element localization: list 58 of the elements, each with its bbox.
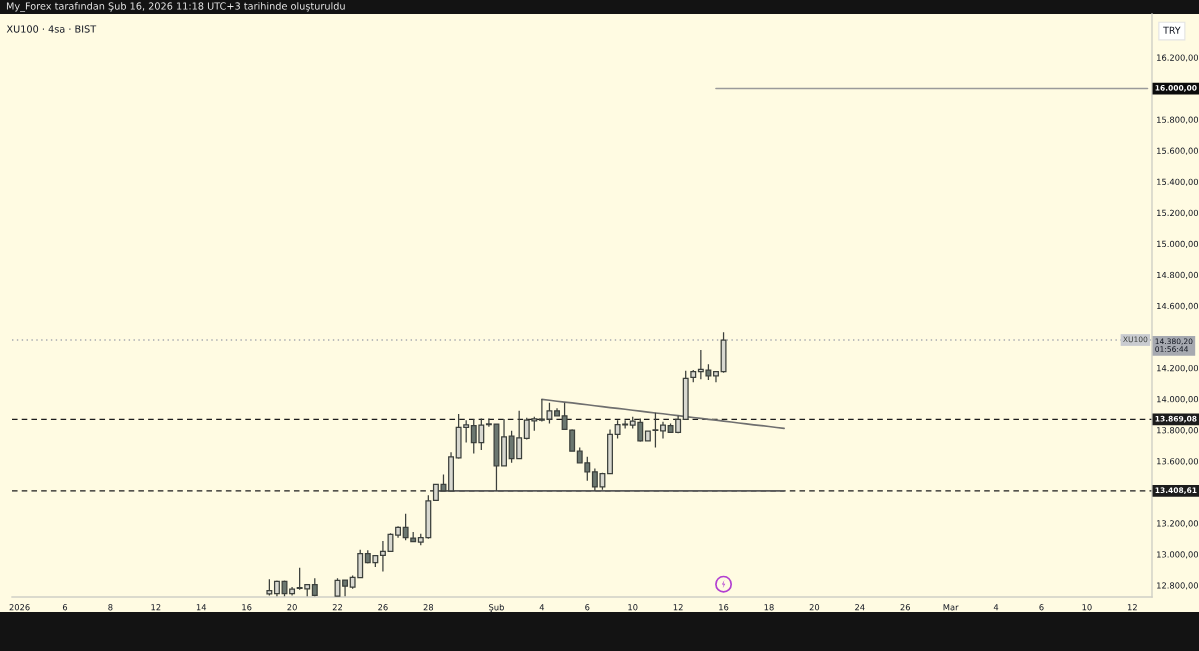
y-tick-label: 13.200,00 bbox=[1157, 520, 1199, 528]
x-tick-label: 24 bbox=[855, 604, 865, 611]
x-tick-label: 16 bbox=[242, 604, 252, 611]
x-tick-label: 26 bbox=[900, 604, 910, 611]
candlestick bbox=[720, 331, 727, 374]
y-tick-label: 15.400,00 bbox=[1157, 178, 1199, 186]
candlestick bbox=[713, 370, 719, 383]
x-tick-label: 12 bbox=[151, 604, 161, 611]
candlestick bbox=[554, 407, 560, 418]
x-tick-label: 8 bbox=[108, 604, 113, 611]
x-tick-label: 6 bbox=[1039, 604, 1044, 611]
x-tick-label: Mar bbox=[943, 604, 959, 611]
candlestick bbox=[311, 577, 318, 597]
y-tick-label: 15.000,00 bbox=[1157, 240, 1199, 248]
x-tick-label: 2026 bbox=[9, 604, 30, 611]
line-series bbox=[541, 398, 785, 430]
y-tick-label: 14.600,00 bbox=[1157, 302, 1199, 311]
candlestick bbox=[501, 418, 508, 468]
x-tick-label: 14 bbox=[196, 604, 207, 611]
y-tick-label: 14.000,00 bbox=[1157, 396, 1199, 404]
x-tick-label: Şub bbox=[489, 603, 504, 612]
x-tick-label: 6 bbox=[585, 604, 590, 611]
x-tick-label: 4 bbox=[993, 604, 999, 611]
y-axis-title: TRY bbox=[1163, 26, 1181, 34]
x-tick-label: 10 bbox=[628, 604, 638, 611]
y-tick-label: 14.200,00 bbox=[1157, 364, 1199, 373]
x-tick-label: 16 bbox=[719, 604, 729, 611]
x-tick-label: 6 bbox=[62, 604, 68, 611]
y-tick-label: 15.200,00 bbox=[1157, 209, 1199, 217]
candlestick bbox=[607, 428, 613, 475]
text: My_Forex tarafından Şub 16, 2026 11:18 UTC+3 tarihinde oluşturuldu bbox=[6, 2, 345, 12]
x-tick-label: 26 bbox=[378, 604, 388, 611]
candlestick bbox=[682, 370, 689, 421]
x-tick-label: 22 bbox=[332, 604, 342, 611]
candlestick bbox=[448, 451, 455, 493]
y-tick-label: 13.000,00 bbox=[1157, 551, 1199, 559]
x-tick-label: 20 bbox=[809, 604, 820, 611]
candlestick bbox=[342, 578, 349, 597]
x-tick-label: 12 bbox=[1127, 604, 1137, 611]
candlestick bbox=[660, 421, 666, 440]
y-tick-label: 15.600,00 bbox=[1157, 147, 1199, 155]
x-tick-label: 4 bbox=[539, 604, 545, 611]
x-tick-label: 18 bbox=[764, 604, 774, 611]
x-tick-label: 20 bbox=[287, 604, 297, 611]
candlestick bbox=[395, 525, 402, 539]
y-tick-label: 15.800,00 bbox=[1157, 116, 1199, 124]
y-tick-label: 13.600,00 bbox=[1157, 458, 1199, 466]
y-tick-label: 12.800,00 bbox=[1157, 582, 1199, 590]
candlestick bbox=[690, 369, 697, 383]
candlestick bbox=[652, 412, 659, 449]
y-tick-label: 16.200,00 bbox=[1157, 54, 1199, 62]
x-tick-label: 10 bbox=[1082, 604, 1092, 611]
y-tick-label: 13.800,00 bbox=[1157, 427, 1199, 435]
x-tick-label: 28 bbox=[423, 604, 434, 611]
candlestick bbox=[644, 429, 651, 443]
x-tick-label: 12 bbox=[673, 604, 683, 611]
y-tick-label: 14.800,00 bbox=[1157, 271, 1199, 279]
text: XU100 · 4sa · BIST bbox=[6, 25, 97, 33]
